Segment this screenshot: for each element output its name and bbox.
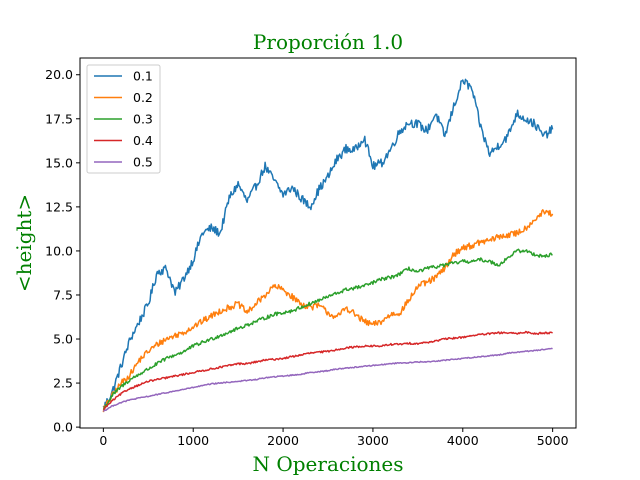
y-tick-label: 0.0	[53, 420, 73, 435]
y-axis-ticks: 0.0 2.5 5.0 7.5 10.0 12.5 15.0 17.5 20.0	[45, 67, 80, 435]
legend-label: 0.2	[133, 90, 153, 105]
legend-label: 0.3	[133, 112, 153, 127]
legend-label: 0.4	[133, 133, 153, 148]
x-tick-label: 4000	[447, 433, 479, 448]
x-tick-label: 3000	[357, 433, 389, 448]
y-tick-label: 10.0	[45, 243, 73, 258]
y-axis-label: <height>	[12, 194, 36, 292]
legend-label: 0.5	[133, 155, 153, 170]
series-layer	[102, 78, 554, 413]
plot-area	[79, 57, 577, 429]
x-tick-label: 5000	[537, 433, 569, 448]
chart-title: Proporción 1.0	[253, 30, 403, 54]
series-line-0.4	[103, 330, 553, 411]
x-axis-label: N Operaciones	[253, 452, 404, 476]
y-tick-label: 20.0	[45, 67, 73, 82]
axes-frame	[79, 57, 577, 429]
y-tick-label: 17.5	[45, 111, 73, 126]
x-tick-label: 2000	[267, 433, 299, 448]
legend-box	[86, 64, 161, 174]
x-tick-label: 1000	[177, 433, 209, 448]
legend-entries: 0.1 0.2 0.3 0.4 0.5	[94, 69, 153, 170]
x-axis-ticks: 0 1000 2000 3000 4000 5000	[99, 428, 569, 448]
series-line-0.3	[102, 248, 553, 411]
legend-label: 0.1	[133, 69, 153, 84]
y-tick-label: 5.0	[53, 332, 73, 347]
series-line-0.5	[102, 347, 553, 413]
series-line-0.1	[102, 78, 554, 410]
series-line-0.2	[102, 209, 554, 413]
y-tick-label: 2.5	[53, 376, 73, 391]
legend: 0.1 0.2 0.3 0.4 0.5	[86, 64, 161, 174]
y-tick-label: 7.5	[53, 287, 73, 302]
x-tick-label: 0	[99, 433, 107, 448]
y-tick-label: 12.5	[45, 199, 73, 214]
y-tick-label: 15.0	[45, 155, 73, 170]
